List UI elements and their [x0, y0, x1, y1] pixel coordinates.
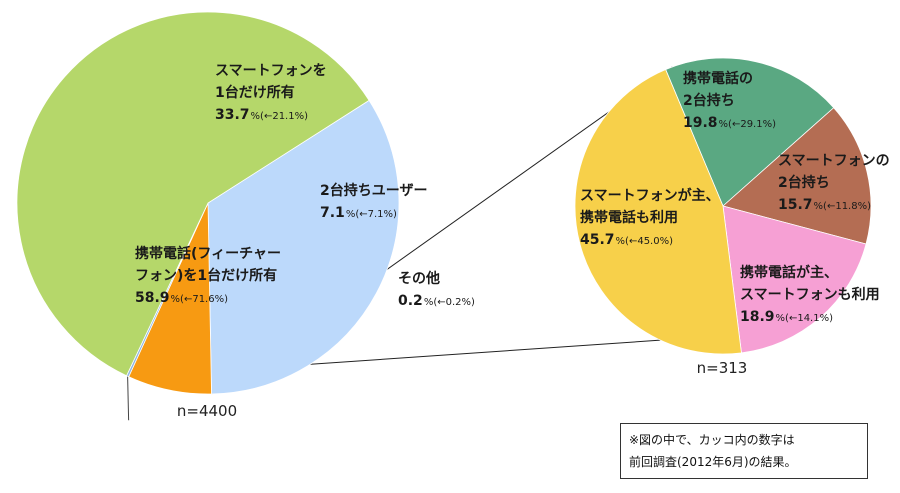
pie-slice — [722, 107, 872, 245]
pie-slice — [207, 99, 400, 395]
pie-chart-two-device-users — [574, 57, 872, 355]
footnote-line-2: 前回調査(2012年6月)の結果。 — [629, 455, 797, 469]
slice-label: 携帯電話が主、スマートフォンも利用 18.9%(←14.1%) — [740, 264, 880, 325]
pie-slice — [574, 69, 742, 355]
pie-slice — [16, 11, 370, 377]
slice-labels: スマートフォンを 1台だけ所有 33.7%(←21.1%) 2台持ちユーザー 7.1%(… — [135, 63, 890, 420]
sample-size-label: n=313 — [697, 359, 748, 377]
slice-label: スマートフォンが主、携帯電話も利用 45.7%(←45.0%) — [580, 187, 720, 248]
slice-label: その他 0.2%(←0.2%) — [398, 270, 475, 309]
slice-label: 携帯電話(フィーチャーフォン)を1台だけ所有 58.9%(←71.6%) — [135, 245, 281, 306]
footnote-line-1: ※図の中で、カッコ内の数字は — [629, 433, 795, 447]
pie-chart-all-users — [16, 11, 400, 395]
footnote-box: ※図の中で、カッコ内の数字は 前回調査(2012年6月)の結果。 — [620, 423, 868, 479]
slice-label: 携帯電話の 2台持ち 19.8%(←29.1%) — [683, 70, 776, 131]
slice-label: スマートフォンの 2台持ち 15.7%(←11.8%) — [778, 153, 890, 213]
slice-label: スマートフォンを 1台だけ所有 33.7%(←21.1%) — [215, 63, 327, 123]
sample-size-label: n=4400 — [177, 402, 237, 420]
pie-slice — [722, 205, 867, 354]
leader-line — [127, 376, 130, 421]
slice-label: 2台持ちユーザー 7.1%(←7.1%) — [320, 182, 427, 221]
